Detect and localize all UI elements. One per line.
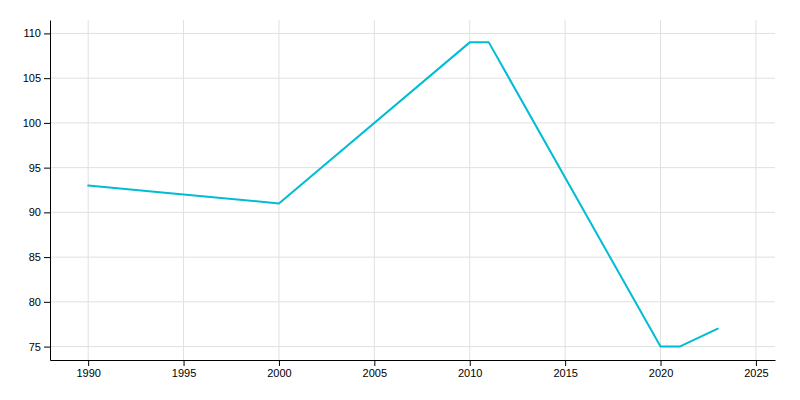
tick-label: 2005 [363, 367, 387, 379]
tick: 2025 [744, 360, 768, 379]
y-axis: 75 80 85 90 95 100 105 110 [23, 21, 51, 361]
tick: 2020 [649, 360, 673, 379]
grid-line [50, 33, 775, 34]
tick-label: 85 [29, 251, 41, 263]
tick-label: 2010 [458, 367, 482, 379]
marks [88, 42, 718, 346]
tick-mark [374, 360, 375, 366]
tick-mark [44, 123, 50, 124]
grid-line [278, 20, 279, 360]
tick: 1995 [172, 360, 196, 379]
axis-line [50, 21, 51, 361]
grid-line [50, 78, 775, 79]
tick-mark [756, 360, 757, 366]
tick-label: 2020 [649, 367, 673, 379]
tick-label: 90 [29, 206, 41, 218]
tick-label: 2000 [267, 367, 291, 379]
tick-mark [565, 360, 566, 366]
tick-label: 75 [29, 341, 41, 353]
tick-mark [279, 360, 280, 366]
tick: 90 [29, 206, 50, 218]
tick-label: 105 [23, 72, 41, 84]
grid-line [469, 20, 470, 360]
tick: 85 [29, 251, 50, 263]
tick-label: 110 [23, 27, 41, 39]
tick-mark [44, 257, 50, 258]
grid-line [183, 20, 184, 360]
tick: 110 [23, 27, 50, 39]
grid-line [50, 122, 775, 123]
grid-line [50, 301, 775, 302]
tick-mark [44, 347, 50, 348]
plot-area: 1990 1995 2000 2005 2010 2015 2020 2025 75 80 85 90… [23, 20, 776, 379]
grid-line [50, 212, 775, 213]
tick-mark [661, 360, 662, 366]
tick-mark [44, 78, 50, 79]
grid-line [50, 257, 775, 258]
tick: 105 [23, 72, 50, 84]
tick: 95 [29, 162, 50, 174]
line [88, 42, 718, 346]
chart: 1990 1995 2000 2005 2010 2015 2020 2025 75 80 85 90… [0, 0, 800, 400]
tick: 2005 [363, 360, 387, 379]
tick-mark [44, 212, 50, 213]
grid-line [565, 20, 566, 360]
axis-line [51, 360, 776, 361]
tick-label: 2025 [744, 367, 768, 379]
tick-mark [470, 360, 471, 366]
grid-line [755, 20, 756, 360]
tick: 100 [23, 117, 50, 129]
x-axis: 1990 1995 2000 2005 2010 2015 2020 2025 [51, 360, 776, 379]
grid-line [660, 20, 661, 360]
tick-label: 80 [29, 296, 41, 308]
tick: 80 [29, 296, 50, 308]
tick-mark [44, 302, 50, 303]
grid-line [88, 20, 89, 360]
tick-label: 2015 [553, 367, 577, 379]
grid-line [374, 20, 375, 360]
tick-mark [184, 360, 185, 366]
tick-mark [44, 168, 50, 169]
tick-label: 1990 [76, 367, 100, 379]
tick: 2010 [458, 360, 482, 379]
tick: 75 [29, 341, 50, 353]
tick-label: 100 [23, 117, 41, 129]
tick: 2015 [553, 360, 577, 379]
tick: 2000 [267, 360, 291, 379]
tick-label: 95 [29, 162, 41, 174]
tick-label: 1995 [172, 367, 196, 379]
grid-line [50, 167, 775, 168]
tick: 1990 [76, 360, 100, 379]
tick-mark [44, 33, 50, 34]
grid [50, 20, 775, 360]
tick-mark [88, 360, 89, 366]
